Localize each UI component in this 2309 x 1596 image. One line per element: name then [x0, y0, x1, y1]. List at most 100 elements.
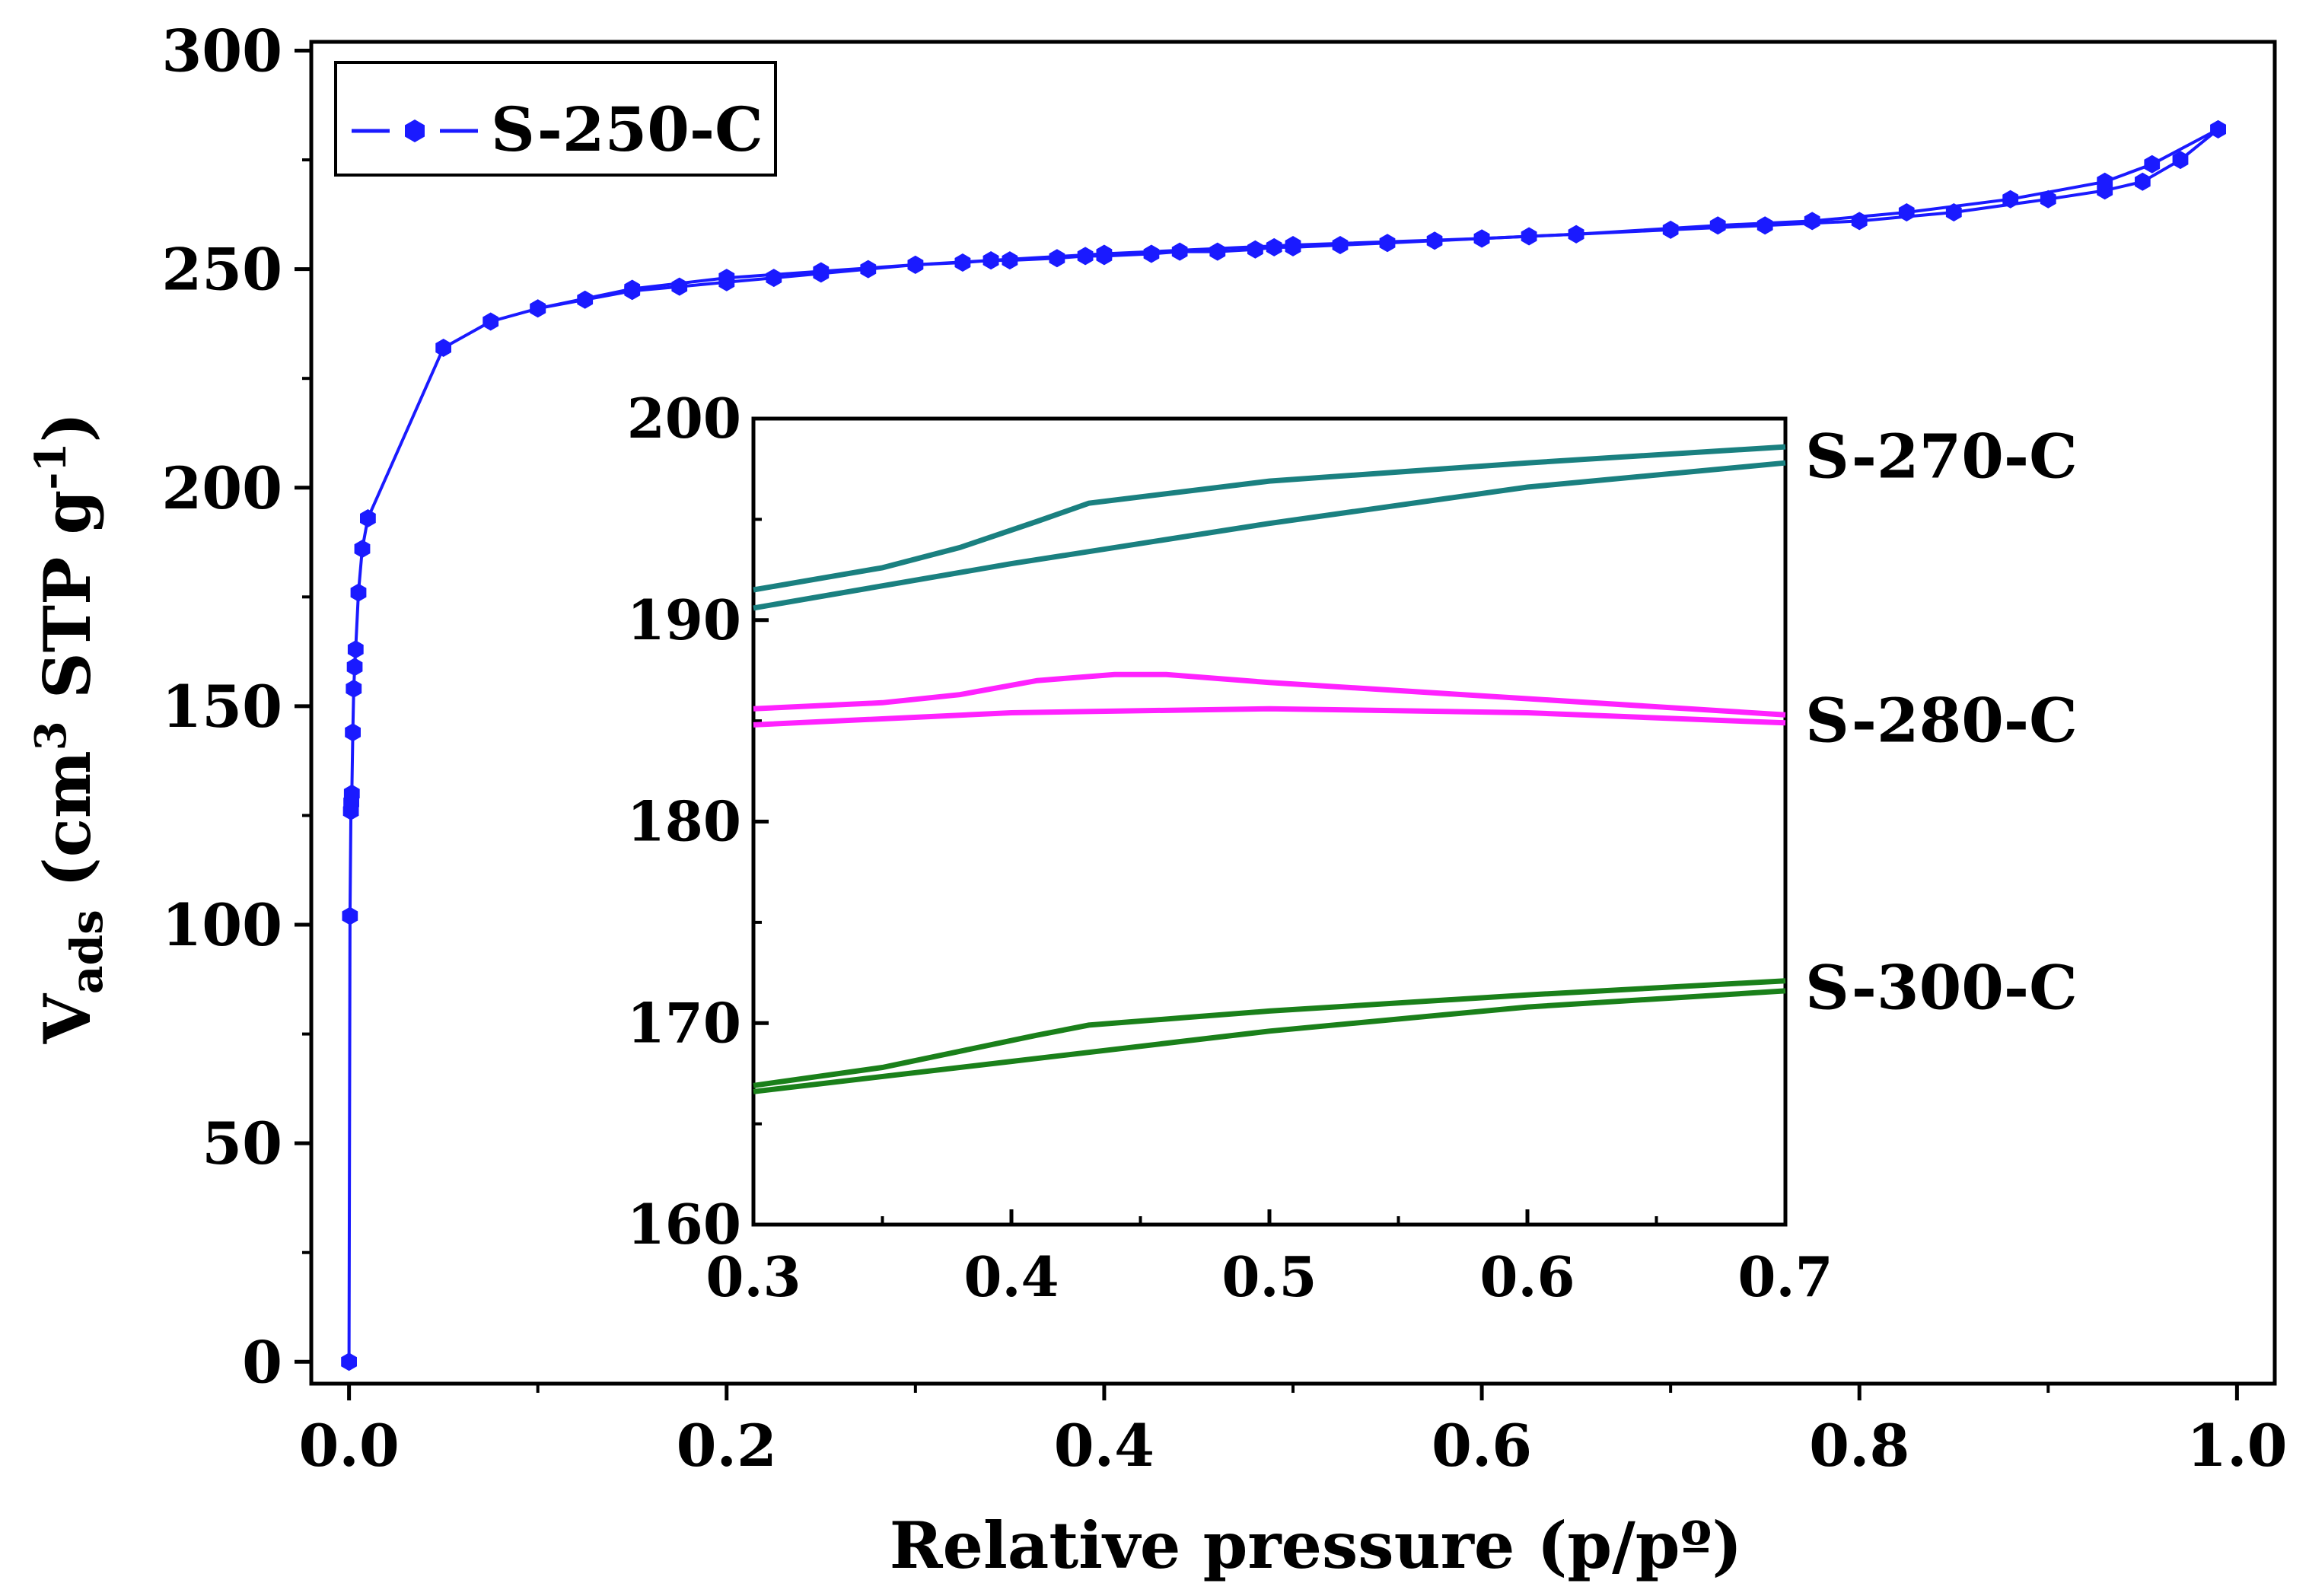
- adsorption-point: [1143, 244, 1160, 263]
- main-y-tick-label: 250: [161, 236, 282, 304]
- adsorption-point: [347, 640, 364, 659]
- adsorption-point: [346, 679, 362, 698]
- main-y-tick-label: 150: [161, 673, 282, 741]
- inset-series-s-300-c: S-300-C: [753, 951, 2078, 1094]
- inset-x-tick-label: 0.3: [705, 1244, 801, 1309]
- adsorption-point: [577, 290, 594, 309]
- inset-y-tick-label: 180: [627, 789, 741, 854]
- inset-x-tick-label: 0.7: [1737, 1244, 1833, 1309]
- adsorption-point: [343, 784, 360, 803]
- y-axis-title-part: 3: [26, 721, 76, 750]
- legend: S-250-C: [334, 61, 777, 177]
- inset-x-tick-label: 0.5: [1221, 1244, 1317, 1309]
- desorption-line: [753, 978, 1786, 1088]
- desorption-point: [1568, 225, 1584, 244]
- adsorption-point: [435, 339, 451, 357]
- desorption-point: [1898, 203, 1915, 221]
- adsorption-point: [1521, 227, 1537, 246]
- desorption-line: [753, 671, 1786, 718]
- adsorption-point: [1209, 242, 1226, 261]
- desorption-point: [1096, 244, 1113, 263]
- inset-series-s-270-c: S-270-C: [753, 421, 2078, 611]
- desorption-point: [983, 251, 999, 270]
- y-axis-title: Vads (cm3 STP g-1): [26, 413, 113, 1045]
- adsorption-point: [1002, 251, 1018, 270]
- main-x-tick-label: 0.4: [1054, 1412, 1154, 1480]
- main-x-tick-label: 0.6: [1432, 1412, 1532, 1480]
- main-y-tick-label: 200: [161, 454, 282, 522]
- inset-y-tick-label: 200: [627, 386, 741, 451]
- series-label: S-270-C: [1805, 421, 2078, 492]
- main-y-tick-label: 0: [242, 1328, 282, 1396]
- adsorption-point: [1662, 220, 1679, 239]
- y-axis-title-part: ): [30, 413, 105, 443]
- adsorption-point: [1945, 203, 1962, 221]
- legend-label: S-250-C: [491, 94, 763, 165]
- desorption-point: [2097, 172, 2113, 191]
- main-y-tick-label: 50: [202, 1110, 282, 1177]
- adsorption-point: [2040, 190, 2056, 209]
- adsorption-point: [345, 723, 361, 742]
- adsorption-point: [1266, 237, 1282, 256]
- inset-y-tick-label: 190: [627, 588, 741, 652]
- adsorption-point: [671, 277, 688, 296]
- desorption-point: [813, 262, 830, 281]
- inset-x-tick-label: 0.4: [963, 1244, 1059, 1309]
- x-axis-title: Relative pressure (p/pº): [890, 1508, 1742, 1583]
- adsorption-point: [354, 540, 371, 559]
- desorption-point: [1709, 216, 1726, 235]
- inset-y-tick-label: 160: [627, 1192, 741, 1257]
- desorption-line: [753, 444, 1786, 593]
- inset-y-tick-label: 170: [627, 990, 741, 1055]
- legend-marker: [405, 119, 425, 142]
- inset-series-s-280-c: S-280-C: [753, 671, 2078, 756]
- main-plot: 0.0 0.2 0.4 0.6 0.8 1.0 0 50 100 150 200 250 300 Rela…: [26, 17, 2288, 1583]
- desorption-point: [1285, 236, 1301, 254]
- y-axis-title-part: ads: [61, 909, 113, 994]
- main-x-tick-label: 1.0: [2186, 1412, 2287, 1480]
- y-axis-title-part: (cm: [30, 750, 105, 909]
- main-x-tick-label: 0.0: [298, 1412, 399, 1480]
- adsorption-point: [483, 312, 499, 331]
- adsorption-point: [1247, 240, 1263, 259]
- adsorption-point: [1379, 234, 1396, 253]
- main-x-tick-label: 0.2: [677, 1412, 777, 1480]
- adsorption-point: [1049, 249, 1065, 268]
- adsorption-line: [753, 460, 1786, 611]
- adsorption-point: [1171, 242, 1188, 261]
- inset-x-tick-label: 0.6: [1479, 1244, 1575, 1309]
- desorption-point: [2210, 119, 2226, 139]
- main-y-tick-label: 300: [161, 17, 282, 84]
- adsorption-point: [2172, 151, 2189, 170]
- desorption-line: [537, 128, 2219, 311]
- desorption-point: [718, 269, 735, 288]
- adsorption-point: [350, 583, 367, 602]
- adsorption-point: [341, 1352, 357, 1371]
- adsorption-point: [860, 260, 877, 279]
- desorption-point: [2144, 155, 2161, 174]
- adsorption-line: [753, 988, 1786, 1094]
- adsorption-point: [360, 509, 376, 527]
- legend-box: [334, 61, 777, 177]
- adsorption-point: [1756, 216, 1773, 235]
- y-axis-title-part: -1: [26, 443, 76, 490]
- desorption-point: [1804, 212, 1820, 231]
- desorption-point: [1473, 229, 1490, 248]
- adsorption-point: [2135, 172, 2151, 191]
- adsorption-point: [1077, 247, 1094, 266]
- adsorption-point: [342, 906, 358, 925]
- main-x-tick-label: 0.8: [1809, 1412, 1909, 1480]
- adsorption-point: [766, 269, 782, 288]
- y-axis-title-part: STP g: [30, 490, 105, 722]
- series-s-250-c: [341, 119, 2226, 1371]
- adsorption-point: [346, 658, 363, 677]
- series-label: S-300-C: [1805, 951, 2078, 1023]
- inset-plot-frame: [751, 416, 1788, 1227]
- desorption-point: [530, 299, 546, 318]
- series-label: S-280-C: [1805, 684, 2078, 756]
- desorption-point: [907, 255, 924, 274]
- desorption-point: [2002, 190, 2019, 209]
- adsorption-point: [1332, 236, 1349, 254]
